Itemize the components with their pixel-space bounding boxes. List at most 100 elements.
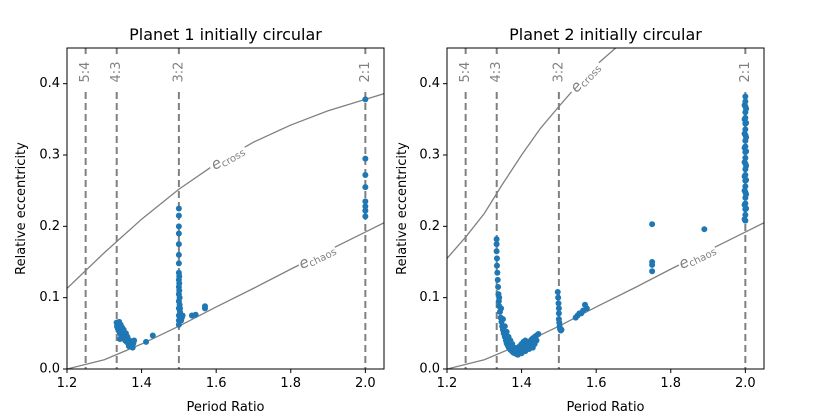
data-point	[362, 198, 369, 205]
curve-label-e-cross: ecross	[563, 54, 606, 98]
curve-e-chaos	[67, 222, 384, 369]
plot-area	[67, 48, 384, 369]
axes-frame	[446, 47, 765, 370]
data-point	[743, 105, 750, 112]
curve-e-cross	[67, 93, 384, 289]
x-tick-label: 1.4	[511, 376, 532, 391]
chart-title: Planet 1 initially circular	[129, 25, 322, 44]
y-tick-label: 0.0	[39, 362, 60, 377]
curve-label-bg	[204, 137, 250, 175]
x-tick-label: 1.2	[57, 376, 78, 391]
resonance-label-bg	[108, 54, 125, 90]
data-point	[176, 280, 183, 287]
data-point	[743, 119, 750, 126]
data-point	[495, 283, 502, 290]
data-point	[192, 311, 199, 318]
y-tick-label: 0.2	[39, 219, 60, 234]
data-point	[494, 269, 501, 276]
data-point	[149, 332, 156, 339]
data-point	[583, 305, 590, 312]
y-tick-label: 0.4	[39, 76, 60, 91]
data-point	[743, 205, 750, 212]
data-point	[649, 221, 656, 228]
data-point	[743, 162, 750, 169]
x-tick-label: 1.8	[660, 376, 681, 391]
resonance-label: 5:4	[458, 62, 473, 83]
data-point	[175, 260, 182, 267]
data-point	[501, 323, 508, 330]
y-tick-label: 0.3	[419, 148, 440, 163]
data-point	[649, 261, 656, 268]
chart-title: Planet 2 initially circular	[509, 25, 702, 44]
data-point	[123, 336, 130, 343]
y-tick-label: 0.1	[39, 290, 60, 305]
data-point	[119, 328, 126, 335]
resonance-label-bg	[170, 54, 187, 90]
data-point	[175, 241, 182, 248]
x-tick-label: 1.6	[206, 376, 227, 391]
y-tick-label: 0.4	[419, 76, 440, 91]
data-point	[742, 93, 749, 100]
resonance-label: 3:2	[551, 62, 566, 83]
curve-label-bg	[294, 237, 339, 274]
resonance-label-bg	[77, 54, 94, 90]
data-point	[701, 226, 708, 233]
x-tick-label: 2.0	[355, 376, 376, 391]
resonance-label: 2:1	[358, 62, 373, 83]
x-axis-label: Period Ratio	[186, 400, 264, 415]
data-point	[176, 294, 183, 301]
data-point	[494, 276, 501, 283]
resonance-label: 4:3	[109, 62, 124, 83]
data-point	[743, 176, 750, 183]
y-tick-label: 0.3	[39, 148, 60, 163]
data-point	[558, 326, 565, 333]
data-point	[362, 207, 369, 214]
data-point	[493, 241, 500, 248]
data-point	[498, 305, 505, 312]
x-axis-label: Period Ratio	[566, 400, 644, 415]
panel-planet-2: Planet 2 initially circular Period Ratio…	[395, 25, 765, 415]
data-point	[362, 213, 369, 220]
x-tick-label: 1.6	[586, 376, 607, 391]
y-tick-label: 0.2	[419, 219, 440, 234]
resonance-label-bg	[357, 54, 374, 90]
data-point	[555, 300, 562, 307]
data-point	[175, 230, 182, 237]
resonance-label-bg	[550, 54, 567, 90]
curve-label-bg	[563, 54, 606, 98]
data-point	[175, 251, 182, 258]
data-point	[743, 148, 750, 155]
resonance-label: 2:1	[738, 62, 753, 83]
resonance-label: 5:4	[78, 62, 93, 83]
curve-label-e-chaos: echaos	[674, 237, 719, 274]
data-point	[533, 337, 540, 344]
x-tick-label: 1.2	[437, 376, 458, 391]
data-point	[649, 268, 656, 275]
y-tick-label: 0.0	[419, 362, 440, 377]
curve-label-bg	[674, 237, 719, 274]
data-point	[493, 236, 500, 243]
data-point	[362, 171, 369, 178]
curve-e-chaos	[447, 222, 764, 369]
data-point	[555, 305, 562, 312]
resonance-label-bg	[737, 54, 754, 90]
axes-frame	[66, 47, 385, 370]
data-point	[362, 184, 369, 191]
data-point	[362, 155, 369, 162]
data-point	[554, 288, 561, 295]
data-point	[362, 96, 369, 103]
curve-e-cross	[447, 48, 617, 259]
curve-label-e-cross: ecross	[204, 137, 250, 175]
resonance-label-bg	[488, 54, 505, 90]
y-tick-label: 0.1	[419, 290, 440, 305]
data-point	[493, 255, 500, 262]
data-point	[175, 223, 182, 230]
data-point	[493, 248, 500, 255]
data-point	[201, 303, 208, 310]
data-point	[503, 328, 510, 335]
resonance-label-bg	[457, 54, 474, 90]
x-tick-label: 1.4	[131, 376, 152, 391]
data-point	[535, 331, 542, 338]
data-point	[175, 212, 182, 219]
